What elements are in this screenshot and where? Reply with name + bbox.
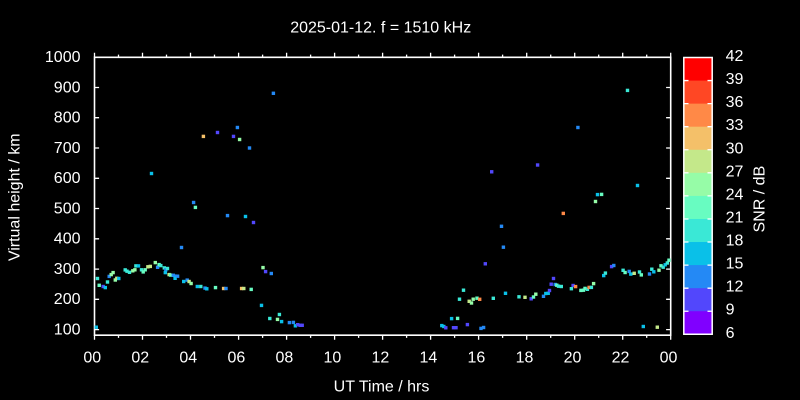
svg-text:33: 33	[726, 117, 744, 134]
svg-text:800: 800	[54, 110, 81, 127]
svg-text:06: 06	[228, 350, 246, 367]
svg-text:100: 100	[54, 322, 81, 339]
svg-text:02: 02	[131, 350, 149, 367]
svg-text:12: 12	[372, 350, 390, 367]
svg-text:300: 300	[54, 261, 81, 278]
svg-text:18: 18	[726, 233, 744, 250]
svg-text:UT Time / hrs: UT Time / hrs	[334, 378, 430, 395]
svg-text:700: 700	[54, 140, 81, 157]
svg-text:16: 16	[468, 350, 486, 367]
svg-text:00: 00	[660, 350, 678, 367]
svg-text:08: 08	[276, 350, 294, 367]
svg-text:6: 6	[726, 325, 735, 342]
svg-text:04: 04	[179, 350, 197, 367]
svg-text:1000: 1000	[45, 49, 81, 66]
svg-text:15: 15	[726, 256, 744, 273]
svg-text:42: 42	[726, 48, 744, 65]
svg-text:24: 24	[726, 186, 744, 203]
svg-text:22: 22	[612, 350, 630, 367]
svg-text:30: 30	[726, 140, 744, 157]
svg-text:18: 18	[516, 350, 534, 367]
svg-text:39: 39	[726, 71, 744, 88]
svg-text:600: 600	[54, 170, 81, 187]
svg-text:200: 200	[54, 291, 81, 308]
svg-text:2025-01-12. f = 1510 kHz: 2025-01-12. f = 1510 kHz	[290, 20, 471, 37]
svg-text:14: 14	[420, 350, 438, 367]
svg-text:500: 500	[54, 200, 81, 217]
svg-text:400: 400	[54, 231, 81, 248]
svg-text:9: 9	[726, 302, 735, 319]
svg-text:Virtual height / km: Virtual height / km	[7, 133, 24, 261]
svg-text:12: 12	[726, 279, 744, 296]
svg-text:21: 21	[726, 210, 744, 227]
svg-text:27: 27	[726, 163, 744, 180]
svg-text:36: 36	[726, 94, 744, 111]
svg-text:SNR / dB: SNR / dB	[751, 166, 768, 233]
svg-text:10: 10	[324, 350, 342, 367]
svg-text:00: 00	[83, 350, 101, 367]
svg-text:20: 20	[564, 350, 582, 367]
svg-text:900: 900	[54, 79, 81, 96]
